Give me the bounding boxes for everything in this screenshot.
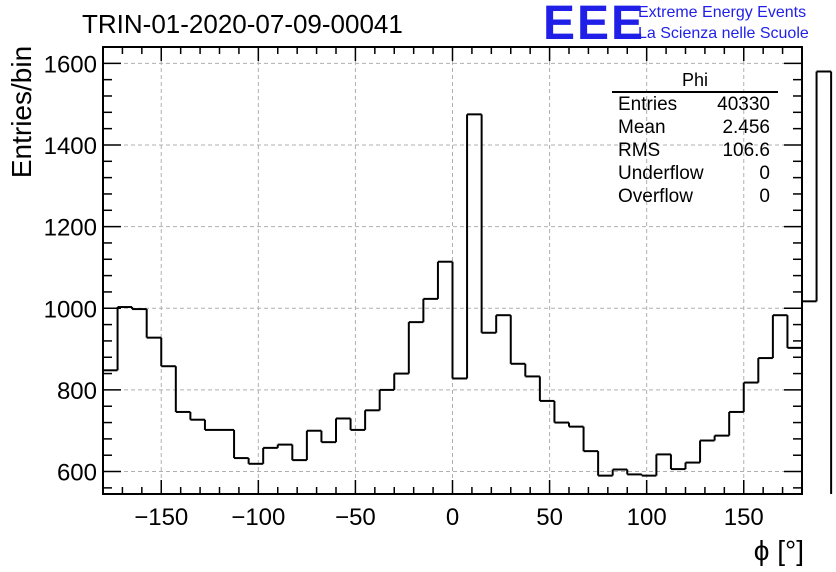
y-axis-label: Entries/bin: [6, 45, 37, 179]
histogram-bin: [684, 461, 701, 470]
stats-value: 2.456: [722, 117, 770, 138]
histogram-bin: [480, 114, 497, 334]
histogram-bin: [189, 411, 205, 421]
stats-label: Underflow: [618, 163, 704, 184]
x-tick-labels: −150 −100 −50 0 50 100 150: [134, 504, 764, 531]
histogram-bin: [364, 409, 380, 430]
histogram-bin: [422, 297, 438, 323]
stats-value: 0: [759, 186, 770, 207]
stats-label: Entries: [618, 94, 678, 115]
histogram-bin: [568, 422, 584, 428]
histogram-bin: [538, 376, 555, 402]
histogram-bin: [247, 458, 264, 465]
histogram-bin: [626, 469, 642, 476]
histogram-bin: [407, 321, 424, 374]
histogram-bin: [393, 372, 409, 390]
histogram-bin: [771, 314, 788, 359]
stats-label: Overflow: [618, 186, 693, 207]
histogram-bin: [203, 419, 220, 431]
histogram-bin: [669, 454, 686, 471]
stats-row-underflow: Underflow 0: [612, 162, 778, 185]
histogram-bin: [815, 70, 833, 494]
plot-title: TRIN-01-2020-07-09-00041: [82, 9, 403, 39]
x-tick-label: 0: [446, 504, 459, 531]
axis-ticks: [102, 46, 803, 494]
histogram-bin: [174, 366, 191, 413]
histogram-bin: [597, 451, 613, 477]
histogram-bin: [640, 474, 657, 477]
logo-line-2: La Scienza nelle Scuole: [638, 25, 809, 42]
histogram-bin: [553, 400, 569, 424]
x-tick-label: 150: [724, 504, 764, 531]
histogram-bin: [451, 261, 468, 380]
histogram-bin: [305, 429, 322, 461]
y-tick-label: 600: [57, 460, 97, 487]
histogram-bin: [378, 388, 395, 411]
histogram-bin: [145, 309, 162, 339]
x-tick-label: 100: [627, 504, 667, 531]
histogram-bin: [349, 418, 366, 431]
y-tick-label: 800: [57, 378, 97, 405]
histogram-bin: [102, 369, 118, 494]
stats-value: 106.6: [722, 140, 770, 161]
y-tick-label: 1600: [44, 51, 97, 78]
histogram-bin: [276, 443, 293, 448]
histogram-bin: [509, 315, 526, 365]
stats-row-overflow: Overflow 0: [612, 185, 778, 208]
stats-row-entries: Entries 40330: [612, 93, 778, 116]
y-tick-labels: 600 800 1000 1200 1400 1600: [44, 51, 97, 486]
stats-label: Mean: [618, 117, 666, 138]
y-tick-label: 1200: [44, 215, 97, 242]
x-tick-label: −150: [134, 504, 188, 531]
stats-row-mean: Mean 2.456: [612, 116, 778, 139]
stats-title: Phi: [612, 71, 778, 93]
histogram-bin: [786, 315, 802, 349]
x-axis-label: ϕ [°]: [753, 535, 804, 566]
stats-box: Phi Entries 40330 Mean 2.456 RMS 106.6 U…: [612, 71, 778, 208]
histogram-bin: [116, 306, 133, 371]
histogram-bin: [757, 357, 773, 383]
histogram-bin: [611, 468, 628, 476]
histogram-bin: [131, 307, 147, 311]
histogram-bin: [582, 426, 599, 453]
histogram-bin: [713, 434, 730, 441]
histogram-bin: [742, 381, 759, 412]
stats-row-rms: RMS 106.6: [612, 139, 778, 162]
histogram-bin: [495, 314, 511, 333]
eee-logo: EEE: [543, 0, 646, 50]
histogram-bin: [801, 300, 817, 348]
histogram-bin: [436, 260, 453, 299]
stats-label: RMS: [618, 140, 661, 161]
histogram-bin: [320, 430, 336, 444]
stats-value: 0: [759, 163, 770, 184]
y-tick-label: 1400: [44, 133, 97, 160]
histogram-bin: [655, 453, 671, 476]
histogram-bin: [291, 444, 307, 462]
grid-lines: [103, 47, 802, 494]
histogram-bin: [466, 113, 482, 379]
x-tick-label: −50: [335, 504, 376, 531]
logo-line-1: Extreme Energy Events: [638, 4, 807, 21]
histogram-bin: [233, 429, 249, 460]
histogram-bin: [699, 439, 715, 463]
y-tick-label: 1000: [44, 296, 97, 323]
histogram-bin: [335, 417, 351, 443]
histogram-bin: [524, 363, 540, 378]
histogram-bin: [728, 410, 744, 436]
histogram-bin: [160, 337, 176, 368]
x-tick-label: −100: [231, 504, 285, 531]
histogram-bin: [262, 446, 278, 464]
x-tick-label: 50: [536, 504, 563, 531]
stats-value: 40330: [717, 94, 770, 115]
